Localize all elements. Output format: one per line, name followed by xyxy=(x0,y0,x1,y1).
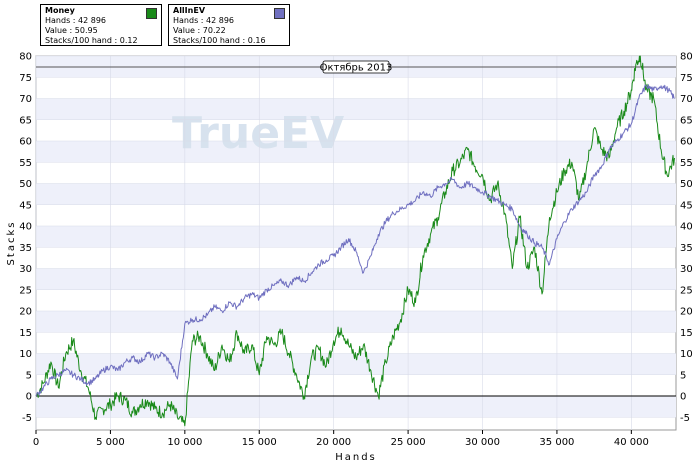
plot-bands xyxy=(36,56,676,418)
legend-money-swatch xyxy=(146,8,157,19)
legend-money-name: Money xyxy=(45,6,75,15)
y-tick-label-right: 75 xyxy=(680,73,693,84)
legend-allinev-swatch xyxy=(274,8,285,19)
y-tick-label-left: 50 xyxy=(19,179,32,190)
y-tick-label-right: 60 xyxy=(680,137,693,148)
y-tick-label-left: 35 xyxy=(19,243,32,254)
y-axis-title: Stacks xyxy=(6,221,17,266)
band xyxy=(36,183,676,205)
y-tick-label-right: 35 xyxy=(680,243,693,254)
x-tick-label: 0 xyxy=(33,437,39,448)
y-tick-label-left: 70 xyxy=(19,94,32,105)
annotation-box xyxy=(322,60,390,74)
y-tick-label-left: 45 xyxy=(19,200,32,211)
y-tick-label-left: 80 xyxy=(19,52,32,63)
x-tick-label: 35 000 xyxy=(539,437,574,448)
band xyxy=(36,226,676,248)
x-tick-label: 20 000 xyxy=(316,437,351,448)
y-tick-label-right: 55 xyxy=(680,158,693,169)
y-tick-label-right: -5 xyxy=(680,413,690,424)
band xyxy=(36,353,676,375)
y-tick-label-left: 30 xyxy=(19,264,32,275)
legend-allinev-rate: Stacks/100 hand : 0.16 xyxy=(173,36,266,45)
x-tick-label: 30 000 xyxy=(465,437,500,448)
y-tick-label-left: 60 xyxy=(19,137,32,148)
y-tick-label-left: 25 xyxy=(19,285,32,296)
x-tick-label: 10 000 xyxy=(167,437,202,448)
legend-money: Money Hands : 42 896 Value : 50.95 Stack… xyxy=(40,4,162,46)
y-tick-label-right: 25 xyxy=(680,285,693,296)
x-axis: 0 5 000 10 000 15 000 20 000 25 000 30 000 35 0… xyxy=(33,430,649,448)
legend-allinev: AllInEV Hands : 42 896 Value : 70.22 Sta… xyxy=(168,4,290,46)
y-tick-label-left: 40 xyxy=(19,222,32,233)
y-tick-label-right: 45 xyxy=(680,200,693,211)
x-tick-label: 40 000 xyxy=(614,437,649,448)
band xyxy=(36,98,676,120)
y-tick-label-right: 10 xyxy=(680,349,693,360)
legend-allinev-hands: Hands : 42 896 xyxy=(173,16,235,25)
y-axis-left: -5 0 5 10 15 20 25 30 35 40 45 50 55 60 65 70 75 80 xyxy=(19,52,32,424)
legend-allinev-name: AllInEV xyxy=(173,6,206,15)
watermark: TrueEV xyxy=(172,108,344,159)
y-tick-label-left: 75 xyxy=(19,73,32,84)
y-tick-label-left: 0 xyxy=(26,392,32,403)
y-tick-label-right: 65 xyxy=(680,115,693,126)
legend-allinev-value: Value : 70.22 xyxy=(173,26,226,35)
y-tick-label-left: -5 xyxy=(22,413,32,424)
band xyxy=(36,268,676,290)
legend-money-value: Value : 50.95 xyxy=(45,26,98,35)
y-tick-label-right: 40 xyxy=(680,222,693,233)
y-tick-label-right: 30 xyxy=(680,264,693,275)
y-tick-label-left: 15 xyxy=(19,328,32,339)
y-tick-label-right: 0 xyxy=(680,392,686,403)
series-line-allinev xyxy=(35,84,675,397)
y-tick-label-right: 15 xyxy=(680,328,693,339)
y-tick-label-left: 65 xyxy=(19,115,32,126)
y-tick-label-right: 80 xyxy=(680,52,693,63)
band xyxy=(36,311,676,333)
x-axis-title: Hands xyxy=(335,452,377,463)
x-tick-label: 15 000 xyxy=(242,437,277,448)
y-tick-label-right: 20 xyxy=(680,307,693,318)
band xyxy=(36,396,676,418)
y-tick-label-right: 5 xyxy=(680,370,686,381)
y-tick-label-right: 50 xyxy=(680,179,693,190)
x-tick-label: 5 000 xyxy=(96,437,125,448)
y-tick-label-left: 5 xyxy=(26,370,32,381)
y-tick-label-left: 20 xyxy=(19,307,32,318)
x-tick-label: 25 000 xyxy=(391,437,426,448)
legend-money-rate: Stacks/100 hand : 0.12 xyxy=(45,36,138,45)
y-axis-right: -5 0 5 10 15 20 25 30 35 40 45 50 55 60 65 70 75 80 xyxy=(680,52,693,424)
annotation-label: Октябрь 2013 xyxy=(320,63,393,74)
band xyxy=(36,141,676,163)
y-tick-label-left: 10 xyxy=(19,349,32,360)
y-tick-label-left: 55 xyxy=(19,158,32,169)
y-tick-label-right: 70 xyxy=(680,94,693,105)
series-line-money xyxy=(35,55,675,427)
series-group xyxy=(35,55,675,427)
legend-money-hands: Hands : 42 896 xyxy=(45,16,107,25)
